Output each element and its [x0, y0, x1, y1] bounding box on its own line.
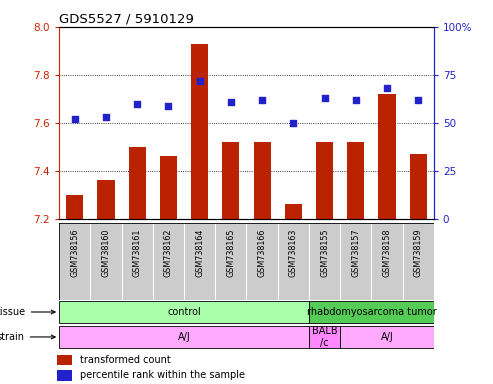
Text: strain: strain: [0, 332, 55, 342]
Bar: [340, 326, 434, 348]
Text: GSM738158: GSM738158: [383, 229, 391, 277]
Bar: [59, 301, 309, 323]
Text: GDS5527 / 5910129: GDS5527 / 5910129: [59, 13, 194, 26]
Bar: [316, 142, 333, 219]
Point: [227, 99, 235, 105]
Bar: [129, 147, 146, 219]
Text: GSM738160: GSM738160: [102, 229, 110, 277]
Text: rhabdomyosarcoma tumor: rhabdomyosarcoma tumor: [307, 307, 436, 317]
Bar: [57, 370, 72, 381]
Text: GSM738159: GSM738159: [414, 229, 423, 278]
Bar: [160, 157, 177, 219]
Text: transformed count: transformed count: [80, 355, 171, 365]
Text: GSM738155: GSM738155: [320, 229, 329, 278]
Point: [289, 120, 297, 126]
Bar: [410, 154, 427, 219]
Point: [414, 97, 422, 103]
Text: GSM738157: GSM738157: [352, 229, 360, 278]
Point: [165, 103, 173, 109]
Text: BALB
/c: BALB /c: [312, 326, 337, 348]
Bar: [253, 142, 271, 219]
Bar: [347, 142, 364, 219]
Point: [102, 114, 110, 120]
Point: [320, 95, 328, 101]
Point: [133, 101, 141, 107]
Text: A/J: A/J: [381, 332, 393, 342]
Text: GSM738161: GSM738161: [133, 229, 141, 277]
Bar: [191, 44, 208, 219]
Text: GSM738165: GSM738165: [226, 229, 235, 277]
Point: [383, 85, 391, 91]
Point: [352, 97, 360, 103]
Bar: [66, 195, 83, 219]
Text: percentile rank within the sample: percentile rank within the sample: [80, 370, 245, 381]
Text: tissue: tissue: [0, 307, 55, 317]
Point: [258, 97, 266, 103]
Bar: [379, 94, 395, 219]
Text: GSM738164: GSM738164: [195, 229, 204, 277]
Text: A/J: A/J: [177, 332, 190, 342]
Text: GSM738162: GSM738162: [164, 229, 173, 277]
Bar: [57, 355, 72, 365]
Text: GSM738163: GSM738163: [289, 229, 298, 277]
Point: [71, 116, 79, 122]
Bar: [309, 301, 434, 323]
Text: GSM738166: GSM738166: [258, 229, 267, 277]
Bar: [59, 326, 309, 348]
Bar: [309, 326, 340, 348]
Bar: [98, 180, 114, 219]
Bar: [285, 205, 302, 219]
Point: [196, 78, 204, 84]
Text: GSM738156: GSM738156: [70, 229, 79, 277]
Bar: [222, 142, 240, 219]
Text: control: control: [167, 307, 201, 317]
